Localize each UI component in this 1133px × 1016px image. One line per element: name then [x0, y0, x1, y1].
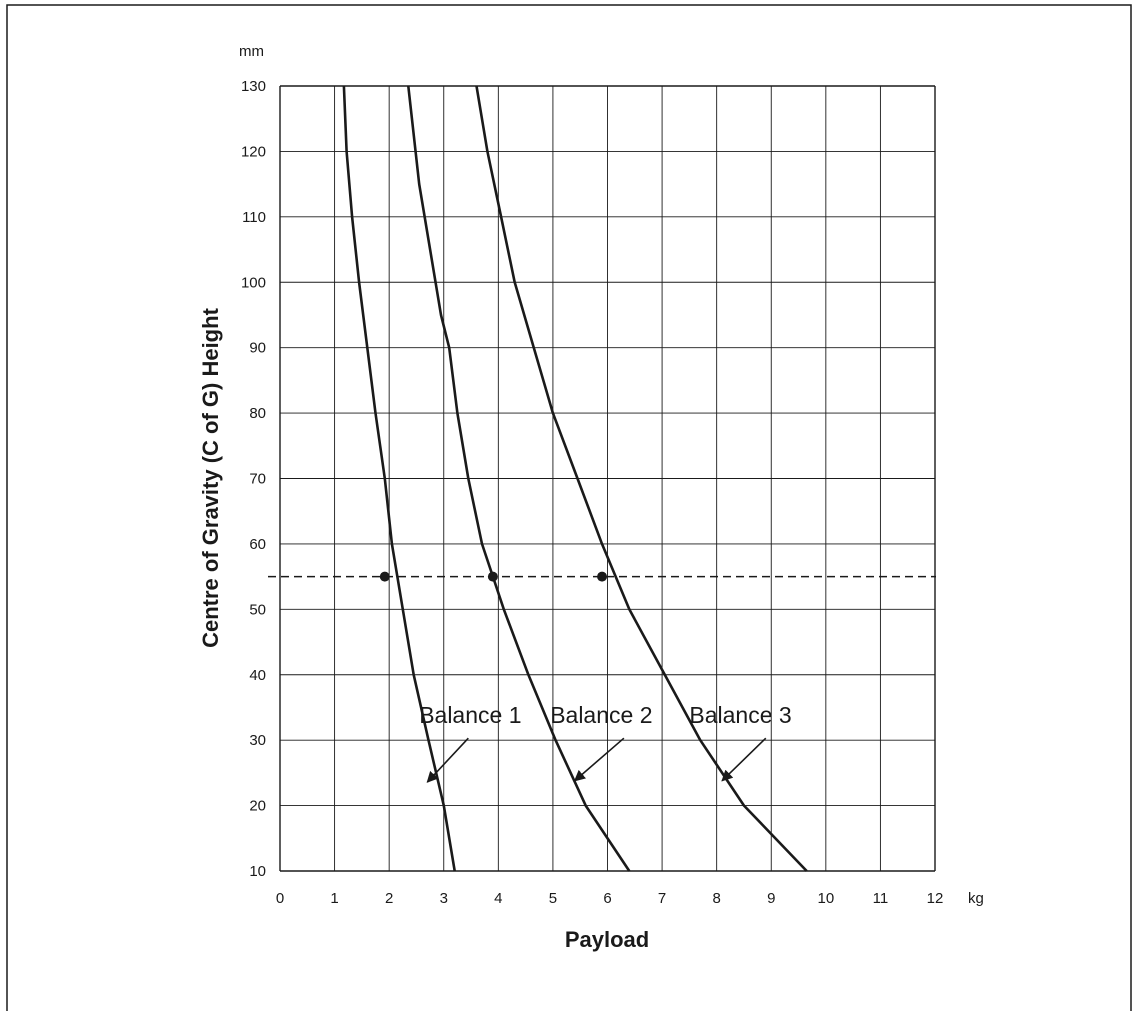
- series-label-2: Balance 2: [550, 702, 652, 728]
- x-tick-label: 10: [817, 890, 834, 907]
- x-tick-label: 3: [440, 890, 448, 907]
- x-axis-title: Payload: [565, 927, 649, 952]
- y-unit-label: mm: [239, 43, 264, 60]
- intersection-points: [379, 571, 608, 582]
- series-label-arrow-1: [426, 737, 469, 783]
- y-tick-label: 10: [249, 863, 266, 880]
- ticks: 0 1 2 3 4 5 6 7 8 9 10 11 12102030405060708090100110…: [241, 78, 943, 907]
- y-tick-label: 60: [249, 536, 266, 553]
- x-tick-label: 4: [494, 890, 502, 907]
- y-tick-label: 110: [242, 209, 266, 226]
- x-tick-label: 12: [927, 890, 944, 907]
- x-tick-label: 9: [767, 890, 775, 907]
- series-group: [342, 85, 808, 872]
- series-line-1: [342, 85, 456, 872]
- x-tick-label: 11: [873, 890, 889, 907]
- y-tick-label: 70: [249, 471, 266, 488]
- y-tick-label: 30: [249, 732, 266, 749]
- intersection-point-1: [379, 571, 390, 582]
- series-line-2: [407, 85, 631, 872]
- intersection-point-3: [597, 571, 608, 582]
- y-tick-label: 120: [241, 143, 266, 160]
- x-tick-label: 7: [658, 890, 666, 907]
- series-labels: Balance 1 Balance 2 Balance 3: [419, 702, 792, 783]
- series-label-3: Balance 3: [689, 702, 791, 728]
- y-tick-label: 90: [249, 340, 266, 357]
- y-tick-label: 50: [249, 601, 266, 618]
- intersection-point-2: [487, 571, 498, 582]
- x-tick-label: 0: [276, 890, 284, 907]
- series-label-1: Balance 1: [419, 702, 521, 728]
- series-label-arrow-2: [573, 737, 625, 782]
- x-tick-label: 5: [549, 890, 557, 907]
- x-tick-label: 2: [385, 890, 393, 907]
- series-line-3: [475, 85, 808, 872]
- x-tick-label: 8: [712, 890, 720, 907]
- y-tick-label: 20: [249, 798, 266, 815]
- y-axis-title: Centre of Gravity (C of G) Height: [198, 307, 223, 647]
- x-tick-label: 1: [330, 890, 338, 907]
- x-tick-label: 6: [603, 890, 611, 907]
- outer-border: [6, 4, 1132, 1016]
- grid: [279, 85, 936, 872]
- series-label-arrow-3: [721, 737, 767, 782]
- y-tick-label: 80: [249, 405, 266, 422]
- x-unit-label: kg: [968, 890, 984, 907]
- y-tick-label: 40: [249, 667, 266, 684]
- y-tick-label: 130: [241, 78, 266, 95]
- y-tick-label: 100: [241, 274, 266, 291]
